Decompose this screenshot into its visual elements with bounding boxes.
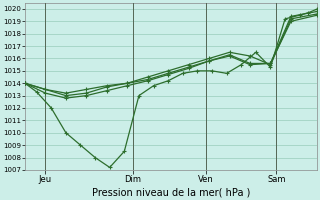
X-axis label: Pression niveau de la mer( hPa ): Pression niveau de la mer( hPa ) [92, 187, 250, 197]
